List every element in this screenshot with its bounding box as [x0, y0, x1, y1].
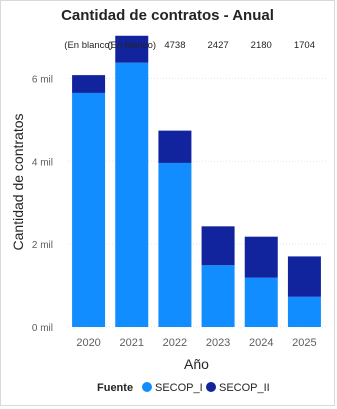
bar-secop-i-2025: [287, 296, 321, 327]
x-tick-label: 2024: [249, 337, 273, 349]
bar-secop-i-2020: [72, 92, 106, 327]
bar-secop-i-2024: [244, 277, 278, 327]
chart-title: Cantidad de contratos - Anual: [61, 7, 274, 24]
y-tick-label: 2 mil: [32, 240, 53, 251]
bar-secop-ii-2024: [244, 236, 278, 278]
x-axis-label: Año: [184, 356, 209, 372]
total-data-label: 2180: [251, 40, 272, 51]
bar-secop-i-2021: [115, 62, 149, 327]
legend-label: SECOP_II: [219, 382, 270, 394]
bar-secop-ii-2023: [201, 226, 235, 266]
total-data-label: (En blanco): [64, 40, 113, 51]
total-data-label: 4738: [164, 40, 185, 51]
x-tick-label: 2020: [76, 337, 100, 349]
y-tick-label: 4 mil: [32, 157, 53, 168]
y-axis-label: Cantidad de contratos: [10, 114, 26, 251]
x-tick-label: 2022: [163, 337, 187, 349]
bar-secop-i-2022: [158, 162, 192, 327]
x-tick-label: 2025: [292, 337, 316, 349]
bar-secop-ii-2020: [72, 75, 106, 93]
x-tick-label: 2023: [206, 337, 230, 349]
bar-secop-ii-2021: [115, 35, 149, 63]
total-data-label: 2427: [208, 40, 229, 51]
legend-title: Fuente: [97, 382, 133, 394]
x-tick-label: 2021: [120, 337, 144, 349]
bar-secop-ii-2025: [287, 256, 321, 297]
legend-marker-secop-i: [142, 382, 152, 392]
bar-secop-i-2023: [201, 265, 235, 327]
total-data-label: (En blanco): [107, 40, 156, 51]
bar-secop-ii-2022: [158, 130, 192, 163]
total-data-label: 1704: [294, 40, 315, 51]
legend-label: SECOP_I: [155, 382, 203, 394]
y-tick-label: 6 mil: [32, 74, 53, 85]
legend-marker-secop-ii: [206, 382, 216, 392]
y-tick-label: 0 mil: [32, 323, 53, 334]
